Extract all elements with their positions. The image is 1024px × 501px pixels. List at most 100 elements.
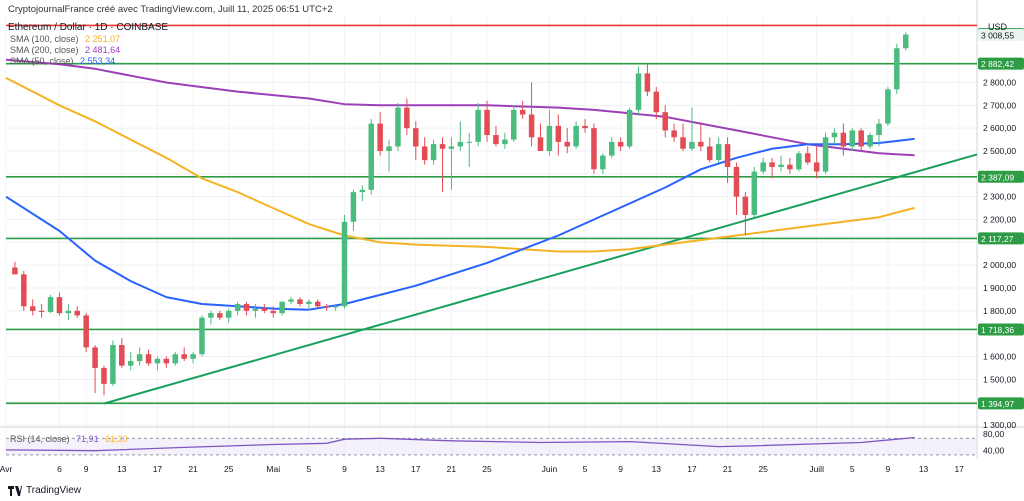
time-tick-label: 21 [723, 464, 733, 474]
candle-body [386, 146, 392, 151]
candle-body [315, 301, 321, 307]
sma200-line [5, 58, 915, 157]
candle-body [573, 125, 579, 147]
last-price-label: 3 008,55 [981, 30, 1014, 40]
candle-body [21, 274, 27, 307]
candle-body [127, 361, 134, 366]
candle-body [902, 34, 909, 49]
level-tag [978, 232, 1024, 245]
candle-body [92, 347, 98, 368]
trendline[interactable] [103, 153, 978, 405]
candle-body [448, 146, 455, 149]
price-tick-label: 2 200,00 [983, 215, 1016, 225]
candle-body [876, 123, 882, 136]
candle-body [760, 162, 766, 172]
time-tick-label: 9 [886, 464, 891, 474]
time-tick-label: Juill [809, 464, 824, 474]
candle-body [626, 109, 633, 147]
time-tick-label: 9 [618, 464, 623, 474]
candle-body [74, 310, 81, 316]
time-tick-label: 13 [919, 464, 929, 474]
price-tick-label: 2 600,00 [983, 123, 1016, 133]
level-tag-label: 2 387,09 [981, 172, 1014, 182]
rsi-tick-label: 40,00 [983, 446, 1005, 456]
time-tick-label: 17 [687, 464, 697, 474]
symbol-line: Ethereum / Dollar · 1D · COINBASE [8, 22, 169, 33]
time-tick-label: 21 [188, 464, 198, 474]
indicator-sma50[interactable]: SMA (50, close) 2 553,34 [10, 56, 115, 66]
rsi-line [5, 436, 915, 452]
time-tick-label: 17 [411, 464, 421, 474]
candle-body [154, 358, 161, 364]
indicator-value: 2 553,34 [80, 56, 116, 66]
candle-body [742, 196, 749, 215]
candle-body [778, 164, 784, 167]
candle-body [404, 107, 410, 129]
time-tick-label: 9 [342, 464, 347, 474]
time-tick-label: 13 [652, 464, 662, 474]
level-tag [978, 57, 1024, 70]
candle-body [101, 367, 107, 384]
candle-body [635, 73, 642, 110]
candle-body [199, 317, 205, 355]
indicator-sma200[interactable]: SMA (200, close) 2 481,64 [10, 45, 120, 55]
candle-body [537, 137, 544, 151]
rsi-pane [5, 436, 977, 456]
indicator-sma100[interactable]: SMA (100, close) 2 251,07 [10, 34, 120, 44]
sma50-line [5, 137, 915, 311]
time-tick-label: 17 [954, 464, 964, 474]
candle-body [546, 125, 553, 151]
candle-body [519, 109, 526, 115]
time-tick-label: 17 [153, 464, 163, 474]
indicator-label: SMA (100, close) [10, 34, 79, 44]
candle-body [822, 137, 829, 172]
horizontal-levels[interactable] [6, 24, 977, 405]
candle-body [849, 130, 856, 147]
level-tag-label: 2 117,27 [981, 234, 1014, 244]
rsi-label: RSI (14, close) [10, 434, 70, 444]
rsi-legend[interactable]: RSI (14, close) 71,91 61,30 [10, 434, 128, 444]
level-tag [978, 170, 1024, 183]
price-axis[interactable]: 2 882,42 2 387,09 2 117,27 1 718,36 1 394,97… [978, 28, 1024, 456]
candle-body [190, 354, 196, 359]
time-axis[interactable]: Avr 6 9 13 17 21 25 Mai 5 9 13 17 21 25 Juin 5 9 13 17 21 25… [0, 464, 964, 474]
price-tick-label: 2 700,00 [983, 100, 1016, 110]
price-tick-label: 1 300,00 [983, 420, 1016, 430]
candle-body [421, 146, 428, 161]
indicator-value: 2 481,64 [85, 45, 121, 55]
candle-body [600, 155, 606, 170]
tradingview-logo[interactable]: TradingView [8, 485, 81, 496]
candle-body [617, 141, 624, 147]
candle-body [261, 308, 268, 311]
rsi-band [6, 438, 977, 455]
candle-body [332, 306, 339, 308]
rsi-value: 71,91 [76, 434, 99, 444]
candle-body [689, 141, 695, 149]
currency-label: USD [988, 22, 1008, 32]
tradingview-icon [8, 485, 22, 496]
time-tick-label: 25 [224, 464, 234, 474]
price-tick-label: 1 500,00 [983, 374, 1016, 384]
candle-body [270, 310, 276, 314]
candle-body [564, 141, 570, 147]
candle-body [751, 171, 758, 215]
level-tag-label: 1 394,97 [981, 399, 1014, 409]
price-tick-label: 2 000,00 [983, 260, 1016, 270]
trendline-segment[interactable] [103, 153, 978, 405]
candle-body [528, 114, 535, 138]
candle-body [368, 123, 374, 190]
candle-body [225, 310, 232, 318]
candle-body [38, 310, 45, 312]
candle-body [288, 299, 294, 302]
time-tick-label: 25 [482, 464, 492, 474]
candle-body [439, 144, 446, 149]
candle-body [377, 123, 383, 151]
candle-body [136, 354, 143, 362]
candle-body [29, 306, 36, 311]
last-price-tag [978, 28, 1024, 41]
candle-body [698, 141, 704, 147]
candle-body [733, 166, 740, 197]
candle-body [840, 132, 847, 147]
